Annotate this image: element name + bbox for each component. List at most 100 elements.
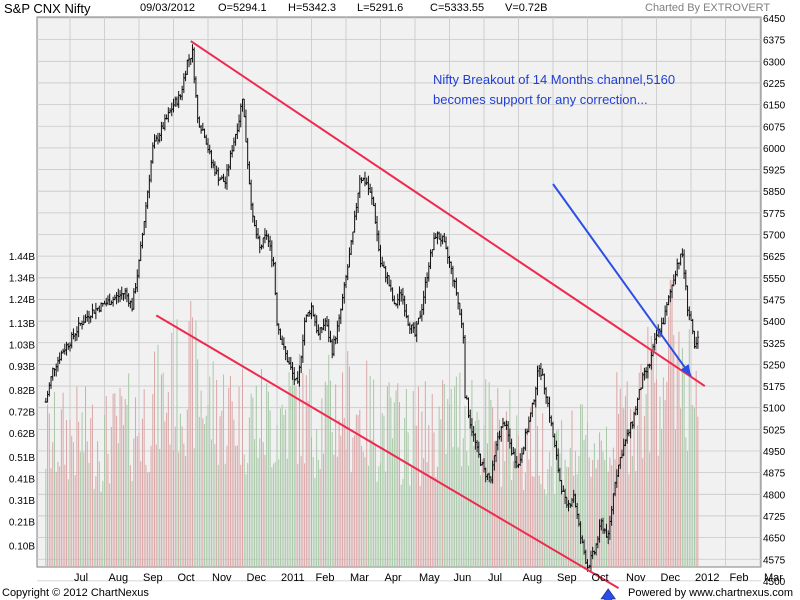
volume-bar — [404, 418, 406, 567]
volume-bar — [83, 452, 85, 567]
time-tick-label: Sep — [557, 572, 577, 584]
volume-bar — [449, 404, 450, 567]
volume-bar — [462, 438, 464, 567]
price-tick-label: 5175 — [763, 382, 786, 393]
volume-bar — [209, 376, 211, 567]
volume-bar — [631, 456, 633, 567]
time-tick-label: Feb — [730, 572, 749, 584]
volume-bar — [409, 485, 411, 567]
volume-bar — [336, 456, 338, 567]
volume-bar — [345, 449, 347, 567]
volume-bar — [348, 366, 350, 567]
volume-bar — [545, 495, 547, 567]
volume-bar — [652, 354, 654, 567]
volume-bar — [674, 429, 676, 567]
volume-bar — [550, 466, 552, 567]
volume-bar — [245, 474, 247, 567]
volume-bar — [514, 449, 516, 567]
volume-bar — [160, 374, 162, 567]
volume-bar — [133, 438, 135, 567]
volume-bar — [286, 458, 288, 567]
volume-bar — [430, 475, 432, 567]
volume-bar — [62, 392, 64, 567]
volume-bar — [85, 386, 87, 567]
volume-bar — [260, 369, 262, 567]
volume-bar — [573, 475, 575, 567]
volume-bar — [483, 425, 485, 567]
volume-bar — [100, 491, 102, 567]
volume-bar — [59, 466, 61, 567]
volume-bar — [635, 471, 637, 567]
volume-bar — [592, 460, 594, 567]
volume-bar — [119, 387, 121, 567]
volume-bar — [67, 479, 69, 567]
volume-bar — [637, 425, 639, 567]
price-tick-label: 4575 — [763, 555, 786, 566]
volume-bar — [219, 416, 221, 567]
volume-bar — [228, 387, 230, 567]
volume-bar — [107, 453, 109, 567]
volume-bar — [323, 453, 325, 567]
volume-bar — [645, 394, 647, 567]
volume-bar — [381, 413, 383, 567]
arrows — [552, 183, 692, 600]
price-tick-label: 4500 — [763, 577, 786, 588]
price-tick-label: 5250 — [763, 360, 786, 371]
volume-bar — [319, 468, 321, 567]
time-tick-label: Jul — [74, 572, 88, 584]
volume-bar — [516, 415, 518, 567]
volume-bar — [542, 413, 544, 567]
price-tick-label: 6000 — [763, 144, 786, 155]
volume-bar — [638, 372, 640, 567]
volume-bar — [248, 417, 250, 567]
price-axis-labels: 6450 6375 6300 6225 6150 6075 6000 5925 5850 5775… — [763, 14, 786, 588]
volume-bar — [243, 454, 245, 567]
volume-bar — [362, 452, 364, 567]
volume-bar — [112, 393, 114, 567]
volume-bar — [604, 459, 606, 567]
volume-bar — [122, 425, 124, 567]
volume-bar — [279, 408, 281, 567]
volume-bar — [373, 379, 375, 567]
powered-by-link[interactable]: Powered by www.chartnexus.com — [628, 587, 794, 599]
volume-bar — [666, 381, 668, 567]
volume-bar — [380, 462, 381, 567]
volume-bar — [190, 301, 192, 567]
volume-bar — [185, 456, 187, 567]
trendlines — [155, 40, 706, 589]
volume-bar — [298, 353, 300, 567]
price-tick-label: 4800 — [763, 490, 786, 501]
volume-bar — [90, 418, 92, 567]
blue-pointer-arrow — [552, 183, 692, 377]
volume-bar — [486, 443, 488, 567]
volume-bar — [562, 494, 564, 567]
volume-bar — [178, 452, 180, 567]
volume-bar — [397, 383, 399, 567]
volume-bar — [312, 457, 314, 567]
volume-tick-label: 0.31B — [9, 496, 35, 507]
volume-bar — [290, 386, 292, 567]
volume-bar — [283, 414, 285, 567]
price-tick-label: 6300 — [763, 57, 786, 68]
volume-bar — [657, 455, 659, 567]
volume-bar — [417, 386, 419, 567]
volume-bar — [588, 457, 590, 567]
volume-bar — [531, 475, 533, 567]
volume-bar — [212, 361, 214, 567]
volume-bar — [680, 408, 682, 567]
price-tick-label: 6150 — [763, 101, 786, 112]
time-tick-label: Feb — [316, 572, 335, 584]
volume-tick-label: 0.51B — [9, 453, 35, 464]
volume-bar — [69, 419, 71, 567]
annotation-line-1: Nifty Breakout of 14 Months channel,5160 — [433, 72, 675, 87]
time-tick-label: Apr — [385, 572, 402, 584]
volume-bar — [252, 397, 254, 567]
volume-bar — [421, 411, 423, 567]
volume-tick-label: 1.13B — [9, 319, 35, 330]
price-tick-label: 6450 — [763, 14, 786, 25]
volume-bar — [602, 451, 604, 567]
volume-bar — [236, 445, 238, 567]
volume-bar — [217, 464, 219, 567]
volume-tick-label: 0.10B — [9, 541, 35, 552]
volume-bar — [76, 386, 78, 567]
